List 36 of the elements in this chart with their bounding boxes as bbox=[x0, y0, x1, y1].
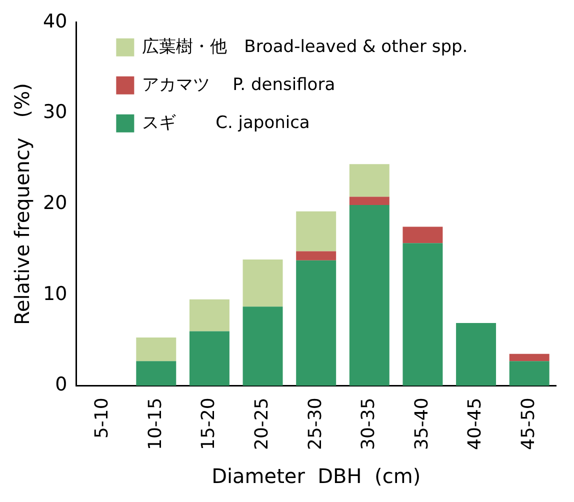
bar bbox=[509, 361, 550, 386]
legend-label: 広葉樹・他 Broad-leaved & other spp. bbox=[142, 36, 468, 57]
bar bbox=[349, 164, 390, 197]
bar bbox=[242, 306, 283, 386]
y-tick-label: 40 bbox=[42, 10, 68, 32]
x-tick-label: 5-10 bbox=[92, 398, 113, 439]
bar bbox=[349, 204, 390, 386]
x-tick-label: 20-25 bbox=[251, 398, 272, 450]
bar bbox=[136, 338, 176, 362]
x-tick-label: 40-45 bbox=[464, 398, 486, 450]
y-axis-title: Relative frequency (%) bbox=[10, 83, 34, 326]
x-tick-label: 30-35 bbox=[358, 398, 380, 450]
x-tick-label: 35-40 bbox=[411, 398, 432, 450]
bar bbox=[189, 299, 230, 332]
bar bbox=[349, 196, 390, 205]
legend-label: スギ C. japonica bbox=[142, 112, 310, 133]
bar bbox=[296, 260, 336, 386]
bar bbox=[402, 226, 443, 244]
bar bbox=[456, 323, 496, 386]
bar bbox=[296, 251, 336, 260]
bar bbox=[509, 354, 550, 362]
bar bbox=[296, 211, 336, 252]
y-tick-label: 30 bbox=[42, 101, 68, 124]
bar bbox=[242, 259, 283, 307]
bar bbox=[189, 331, 230, 386]
bar bbox=[402, 243, 443, 386]
x-axis-title: Diameter DBH (cm) bbox=[212, 464, 421, 488]
x-tick-label: 10-15 bbox=[144, 398, 166, 450]
y-tick-label: 0 bbox=[55, 374, 68, 396]
legend-label: アカマツ P. densiflora bbox=[142, 74, 336, 95]
y-tick-label: 20 bbox=[42, 192, 68, 214]
y-tick-label: 10 bbox=[42, 282, 68, 305]
x-tick-label: 45-50 bbox=[518, 398, 540, 450]
x-tick-label: 15-20 bbox=[198, 398, 220, 450]
bar bbox=[136, 361, 176, 386]
x-tick-label: 25-30 bbox=[304, 398, 326, 450]
